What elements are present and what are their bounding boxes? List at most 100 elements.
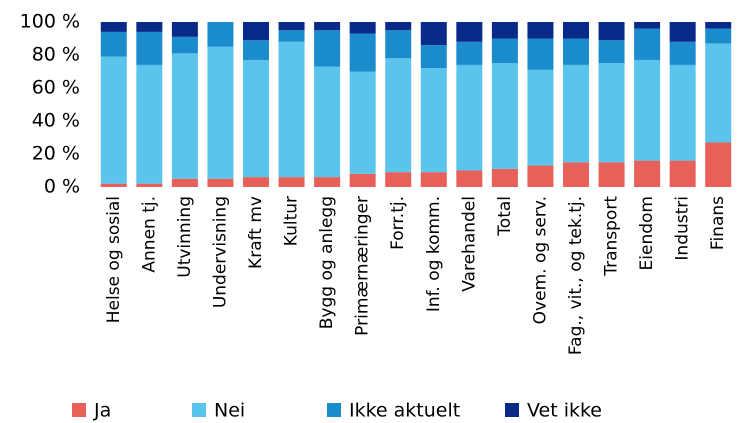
- x-tick-label: Total: [495, 196, 515, 237]
- bar-segment: [563, 162, 589, 187]
- y-tick-label: 60 %: [32, 77, 80, 99]
- bar-segment: [634, 59, 661, 161]
- bar-segment: [527, 165, 554, 187]
- bar-segment: [634, 28, 661, 60]
- bar-segment: [527, 38, 554, 70]
- y-tick-label: 80 %: [32, 44, 80, 66]
- bar-segment: [136, 31, 163, 65]
- y-tick-label: 0 %: [44, 176, 80, 198]
- bar-segment: [669, 22, 696, 42]
- bar-segment: [243, 59, 269, 178]
- bar-segment: [598, 162, 625, 187]
- bar-segment: [669, 41, 696, 65]
- bar-segment: [563, 38, 589, 65]
- bar-segment: [385, 22, 412, 31]
- bar-segment: [385, 58, 412, 173]
- bar-segment: [669, 160, 696, 187]
- bar-segment: [243, 22, 269, 41]
- y-tick-label: 20 %: [32, 143, 80, 165]
- x-tick-label: Primærnæringer: [353, 196, 373, 336]
- x-tick-label: Fag., vit., og tek.tj.: [566, 196, 586, 355]
- bar-segment: [598, 22, 625, 41]
- bar-segment: [136, 183, 163, 187]
- x-tick-label: Ovem. og serv.: [530, 196, 550, 324]
- x-tick-label: Forr.tj.: [388, 196, 408, 250]
- x-tick-label: Kraft mv: [246, 196, 266, 269]
- bar-segment: [314, 22, 341, 31]
- bar-segment: [705, 22, 732, 29]
- y-tick-label: 40 %: [32, 110, 80, 132]
- y-tick-label: 100 %: [20, 11, 80, 33]
- legend-label: Nei: [214, 400, 245, 422]
- bar-segment: [171, 53, 198, 179]
- x-tick-label: Helse og sosial: [104, 196, 124, 323]
- bar-segment: [136, 64, 163, 184]
- bar-segment: [420, 68, 447, 173]
- x-tick-label: Kultur: [282, 196, 302, 246]
- x-tick-label: Eiendom: [637, 196, 657, 270]
- bar-segment: [456, 41, 483, 65]
- legend-label: Ikke aktuelt: [349, 400, 460, 422]
- x-tick-label: Finans: [708, 196, 728, 250]
- bar-segment: [171, 178, 198, 187]
- bar-segment: [243, 40, 269, 60]
- bar-segment: [385, 30, 412, 59]
- bar-segment: [278, 41, 305, 178]
- bar-segment: [456, 22, 483, 42]
- bar-segment: [527, 22, 554, 39]
- x-tick-label: Utvinning: [175, 196, 195, 278]
- bar-segment: [314, 30, 341, 67]
- legend-label: Vet ikke: [527, 400, 602, 422]
- bar-segment: [171, 22, 198, 37]
- bar-segment: [420, 172, 447, 187]
- bar-segment: [207, 22, 234, 47]
- x-tick-label: Bygg og anlegg: [317, 196, 337, 329]
- bar-segment: [598, 40, 625, 64]
- bar-segment: [491, 38, 518, 64]
- legend-swatch: [505, 403, 519, 417]
- bar-segment: [491, 63, 518, 169]
- bar-segment: [278, 30, 305, 42]
- bar-segment: [456, 170, 483, 187]
- bar-segment: [385, 172, 412, 187]
- x-tick-label: Varehandel: [459, 196, 479, 292]
- bar-segment: [491, 168, 518, 187]
- bar-segment: [100, 56, 127, 184]
- bar-segment: [243, 177, 269, 187]
- bar-segment: [207, 46, 234, 179]
- bar-segment: [491, 22, 518, 39]
- bar-segment: [100, 22, 127, 32]
- bar-segment: [100, 183, 127, 187]
- bar-segment: [278, 177, 305, 187]
- bar-segment: [207, 178, 234, 187]
- bar-segment: [456, 64, 483, 171]
- legend-swatch: [192, 403, 206, 417]
- bar-segment: [634, 22, 661, 29]
- bar-segment: [705, 142, 732, 187]
- bar-segment: [349, 22, 376, 34]
- x-tick-label: Annen tj.: [139, 196, 159, 273]
- bar-segment: [420, 45, 447, 69]
- bar-segment: [705, 28, 732, 44]
- bar-segment: [563, 22, 589, 39]
- bar-segment: [705, 43, 732, 143]
- bar-segment: [314, 66, 341, 178]
- bar-segment: [136, 22, 163, 32]
- x-tick-label: Inf. og komm.: [424, 196, 444, 312]
- bar-segment: [278, 22, 305, 31]
- bar-segment: [171, 36, 198, 54]
- bar-segment: [349, 173, 376, 187]
- bar-segment: [669, 64, 696, 161]
- bar-segment: [349, 71, 376, 174]
- x-tick-label: Transport: [602, 196, 622, 277]
- bar-segment: [527, 69, 554, 166]
- legend-swatch: [72, 403, 86, 417]
- bar-segment: [100, 31, 127, 57]
- bar-segment: [349, 33, 376, 72]
- bar-segment: [598, 63, 625, 163]
- bar-segment: [563, 64, 589, 163]
- bar-segment: [634, 160, 661, 187]
- legend-label: Ja: [93, 400, 111, 422]
- x-tick-label: Industri: [673, 196, 693, 261]
